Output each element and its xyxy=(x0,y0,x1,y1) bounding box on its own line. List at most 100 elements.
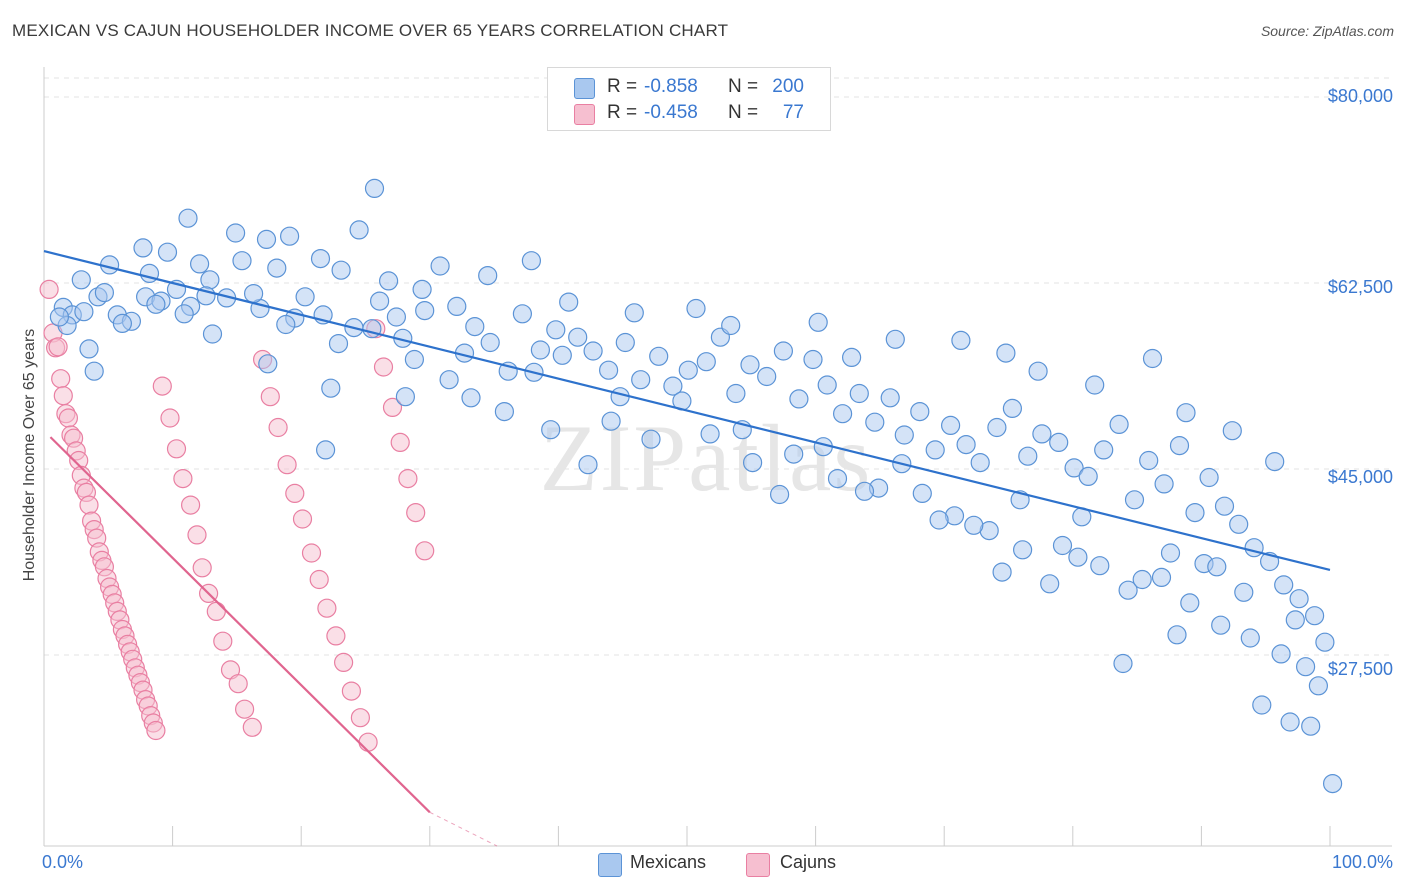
mexicans-point xyxy=(174,304,194,324)
mexicans-point xyxy=(1265,452,1285,472)
mexicans-swatch xyxy=(574,78,595,99)
cajuns-point xyxy=(58,408,79,428)
mexicans-point xyxy=(641,429,661,449)
cajuns-point xyxy=(206,601,226,622)
mexicans-point xyxy=(956,435,976,455)
grid-lines xyxy=(44,77,1392,656)
source-label: Source: ZipAtlas.com xyxy=(1260,23,1394,39)
mexicans-point xyxy=(1214,496,1235,516)
mexicans-point xyxy=(726,383,746,404)
legend-label: Cajuns xyxy=(780,852,837,872)
mexicans-point xyxy=(1040,574,1060,594)
mexicans-point xyxy=(970,453,990,473)
mexicans-point xyxy=(1234,582,1254,602)
cajuns-point xyxy=(260,387,280,407)
cajuns-point xyxy=(317,598,337,618)
mexicans-point xyxy=(808,312,828,332)
y-axis-label: Householder Income Over 65 years xyxy=(21,328,38,582)
mexicans-point xyxy=(1124,490,1145,510)
mexicans-point xyxy=(379,271,399,291)
cajuns-point xyxy=(390,432,410,452)
mexicans-point xyxy=(404,349,424,370)
cajuns-swatch xyxy=(574,104,595,125)
mexicans-point xyxy=(742,453,763,473)
mexicans-point xyxy=(430,256,450,276)
mexicans-point xyxy=(461,388,481,408)
mexicans-point xyxy=(1211,615,1231,635)
mexicans-point xyxy=(1167,625,1187,645)
mexicans-point xyxy=(827,469,848,489)
mexicans-point xyxy=(521,251,542,271)
cajuns-points xyxy=(39,279,435,752)
mexicans-point xyxy=(1176,403,1196,423)
mexicans-point xyxy=(1068,547,1088,567)
mexicans-point xyxy=(295,287,315,307)
cajuns-point xyxy=(242,717,262,737)
mexicans-point xyxy=(226,223,246,243)
mexicans-point xyxy=(256,229,277,249)
mexicans-point xyxy=(880,388,900,408)
mexicans-point xyxy=(686,298,706,319)
mexicans-point xyxy=(1142,348,1163,369)
mexicans-point xyxy=(1052,535,1073,556)
mexicans-point xyxy=(112,313,133,333)
mexicans-point xyxy=(1169,436,1190,456)
legend-n-value: 77 xyxy=(782,102,804,123)
mexicans-point xyxy=(1018,446,1038,466)
mexicans-point xyxy=(200,270,220,290)
mexicans-point xyxy=(316,440,336,460)
mexicans-point xyxy=(1180,593,1200,613)
mexicans-point xyxy=(1085,375,1105,395)
mexicans-point xyxy=(415,301,435,321)
mexicans-point xyxy=(1160,543,1181,563)
mexicans-point xyxy=(951,330,971,350)
mexicans-point xyxy=(310,249,331,269)
mexicans-point xyxy=(1094,440,1114,460)
mexicans-point xyxy=(321,378,341,398)
mexicans-point xyxy=(84,361,104,381)
mexicans-point xyxy=(912,483,932,503)
cajuns-point xyxy=(213,631,233,651)
mexicans-point xyxy=(894,425,914,445)
cajuns-point xyxy=(334,652,354,673)
mexicans-point xyxy=(578,455,598,475)
mexicans-point xyxy=(349,220,369,240)
mexicans-point xyxy=(1280,712,1300,732)
mexicans-point xyxy=(929,510,949,530)
mexicans-point xyxy=(232,251,252,271)
cajuns-point xyxy=(79,495,99,515)
mexicans-point xyxy=(1304,606,1325,626)
mexicans-point xyxy=(1244,538,1264,558)
cajuns-point xyxy=(181,495,201,515)
mexicans-point xyxy=(925,440,945,460)
mexicans-point xyxy=(541,420,561,440)
legend-n-label: N = xyxy=(728,76,759,97)
mexicans-point xyxy=(773,341,794,361)
mexicans-point xyxy=(1252,695,1272,715)
legend-r-label: R = xyxy=(607,102,638,123)
mexicans-point xyxy=(1199,467,1219,488)
mexicans-point xyxy=(601,411,621,431)
mexicans-point xyxy=(79,339,99,359)
cajuns-point xyxy=(292,509,313,529)
mexicans-point xyxy=(1308,676,1329,696)
mexicans-point xyxy=(1222,421,1242,441)
legend-row-cajuns: R = -0.458 N = 77 xyxy=(548,101,830,127)
y-tick-label: $62,500 xyxy=(1327,277,1393,297)
cajuns-point xyxy=(301,543,322,563)
legend-n-value: 200 xyxy=(772,76,804,97)
mexicans-point xyxy=(258,354,278,374)
mexicans-point xyxy=(439,370,459,390)
mexicans-point xyxy=(740,355,760,375)
mexicans-point xyxy=(1207,557,1227,577)
cajuns-point xyxy=(152,376,172,396)
legend-r-label: R = xyxy=(607,76,638,97)
cajuns-point xyxy=(341,681,361,701)
mexicans-point xyxy=(678,360,698,380)
mexicans-point xyxy=(280,226,300,246)
mexicans-point xyxy=(615,332,635,353)
mexicans-point xyxy=(1240,628,1260,648)
mexicans-point xyxy=(964,515,984,535)
mexicans-point xyxy=(202,324,223,344)
